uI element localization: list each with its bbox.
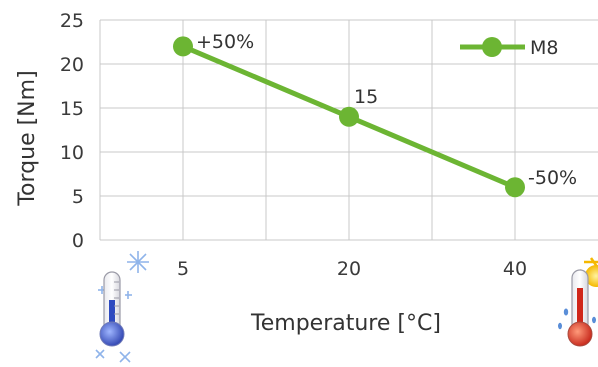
data-label: 15 bbox=[354, 86, 378, 108]
y-tick: 25 bbox=[60, 10, 84, 32]
data-label: +50% bbox=[196, 31, 254, 53]
x-axis-ticks: 5 20 40 bbox=[177, 258, 527, 280]
y-tick: 10 bbox=[60, 142, 84, 164]
y-tick: 20 bbox=[60, 54, 84, 76]
data-point bbox=[505, 177, 525, 198]
y-axis-title: Torque [Nm] bbox=[15, 70, 40, 206]
x-tick: 5 bbox=[177, 258, 189, 280]
legend: M8 bbox=[460, 37, 558, 59]
y-axis-ticks: 0 5 10 15 20 25 bbox=[60, 10, 84, 252]
plot-grid bbox=[99, 19, 598, 241]
y-tick: 5 bbox=[72, 186, 84, 208]
x-tick: 20 bbox=[337, 258, 361, 280]
series-m8 bbox=[173, 36, 525, 198]
cold-thermometer-icon bbox=[95, 251, 149, 363]
data-labels: +50% 15 -50% bbox=[196, 31, 577, 189]
data-point bbox=[173, 36, 193, 57]
data-point bbox=[339, 106, 359, 127]
x-axis-title: Temperature [°C] bbox=[250, 311, 441, 336]
data-label: -50% bbox=[528, 167, 577, 189]
legend-marker bbox=[482, 37, 502, 57]
y-tick: 15 bbox=[60, 98, 84, 120]
x-tick: 40 bbox=[503, 258, 527, 280]
hot-thermometer-icon bbox=[558, 257, 598, 347]
legend-label: M8 bbox=[530, 37, 558, 59]
y-tick: 0 bbox=[72, 230, 84, 252]
